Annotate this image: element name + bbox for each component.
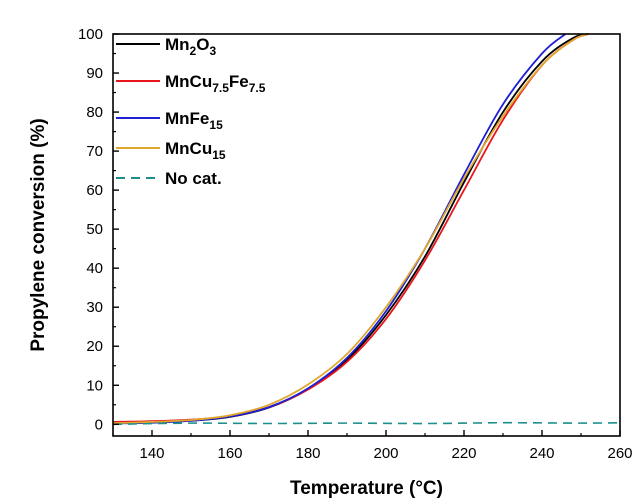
series-line-1 [112,33,590,425]
x-tick-label: 180 [295,445,320,462]
plot-frame [112,33,621,437]
y-tick-label: 40 [86,260,103,277]
legend-label-5: No cat. [165,169,222,188]
y-tick-label: 0 [95,416,103,433]
y-tick-label: 80 [86,104,103,121]
y-tick-label: 10 [86,377,103,394]
series-line-4 [112,33,590,425]
legend-label-4: MnCu15 [165,139,226,162]
legend-label-1: Mn2O3 [165,35,216,58]
x-tick-label: 240 [529,445,554,462]
y-tick-label: 100 [78,26,103,43]
y-tick-label: 60 [86,182,103,199]
legend: Mn2O3 MnCu7.5Fe7.5 MnFe15 MnCu15 No cat. [116,35,266,188]
y-tick-label: 70 [86,143,103,160]
x-axis-title: Temperature (°C) [290,478,443,499]
x-tick-label: 140 [139,445,164,462]
y-tick-label: 90 [86,65,103,82]
y-tick-label: 20 [86,338,103,355]
y-tick-label: 30 [86,299,103,316]
series-line-3 [112,33,566,425]
y-tick-label: 50 [86,221,103,238]
x-tick-label: 220 [451,445,476,462]
legend-label-3: MnFe15 [165,109,223,132]
x-tick-label: 260 [607,445,632,462]
x-tick-label: 200 [373,445,398,462]
series-line-5 [112,421,621,426]
plot-series [112,33,621,426]
axis-ticks: 140 160 180 200 220 240 260 0 10 20 30 40 50 60 70 80 90… [78,26,633,462]
y-axis-title: Propylene conversion (%) [28,118,49,351]
x-tick-label: 160 [217,445,242,462]
legend-label-2: MnCu7.5Fe7.5 [165,72,266,95]
